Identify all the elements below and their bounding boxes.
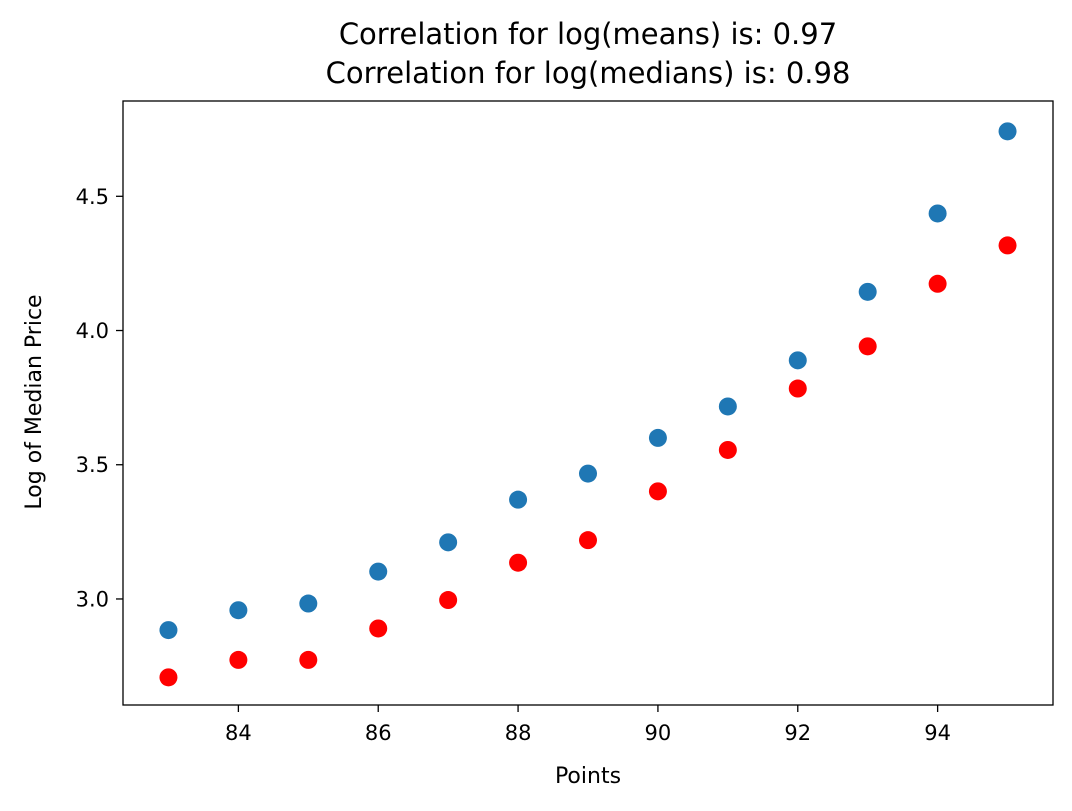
data-point-series-2 [159, 668, 178, 687]
y-tick-label: 3.5 [76, 453, 109, 477]
data-point-series-1 [509, 490, 528, 509]
data-point-series-2 [928, 274, 947, 293]
data-point-series-2 [998, 236, 1017, 255]
data-point-series-1 [159, 621, 178, 640]
data-point-series-1 [299, 594, 318, 613]
data-points [159, 122, 1017, 687]
data-point-series-1 [718, 397, 737, 416]
data-point-series-2 [579, 531, 597, 550]
x-tick-label: 92 [784, 721, 811, 745]
data-point-series-2 [648, 482, 667, 501]
data-point-series-2 [229, 650, 248, 669]
chart-title-line-2: Correlation for log(medians) is: 0.98 [326, 56, 851, 90]
y-tick-label: 4.5 [76, 185, 109, 209]
y-tick-label: 3.0 [76, 587, 109, 611]
data-point-series-1 [858, 282, 877, 301]
data-point-series-1 [439, 533, 458, 552]
data-point-series-1 [369, 562, 388, 581]
data-point-series-2 [718, 440, 737, 459]
data-point-series-2 [299, 650, 318, 669]
y-axis-ticks: 3.0 3.5 4.0 4.5 [76, 185, 123, 611]
x-tick-label: 94 [924, 721, 951, 745]
chart-title-line-1: Correlation for log(means) is: 0.97 [339, 17, 837, 51]
x-tick-label: 84 [225, 721, 252, 745]
data-point-series-1 [928, 204, 947, 223]
x-axis-ticks: 84 86 88 90 92 94 [225, 705, 951, 745]
x-axis-label: Points [555, 764, 621, 789]
x-tick-label: 88 [505, 721, 532, 745]
y-axis-label: Log of Median Price [22, 294, 47, 509]
data-point-series-1 [229, 601, 248, 620]
data-point-series-1 [579, 464, 597, 483]
data-point-series-1 [648, 428, 667, 447]
x-tick-label: 86 [365, 721, 392, 745]
data-point-series-2 [509, 553, 528, 572]
plot-area-frame [122, 100, 1054, 706]
data-point-series-1 [788, 351, 807, 370]
data-point-series-2 [858, 337, 877, 356]
data-point-series-2 [788, 379, 807, 398]
data-point-series-1 [998, 122, 1017, 141]
data-point-series-2 [369, 619, 388, 638]
y-tick-label: 4.0 [76, 319, 109, 343]
data-point-series-2 [439, 591, 458, 610]
x-tick-label: 90 [645, 721, 672, 745]
